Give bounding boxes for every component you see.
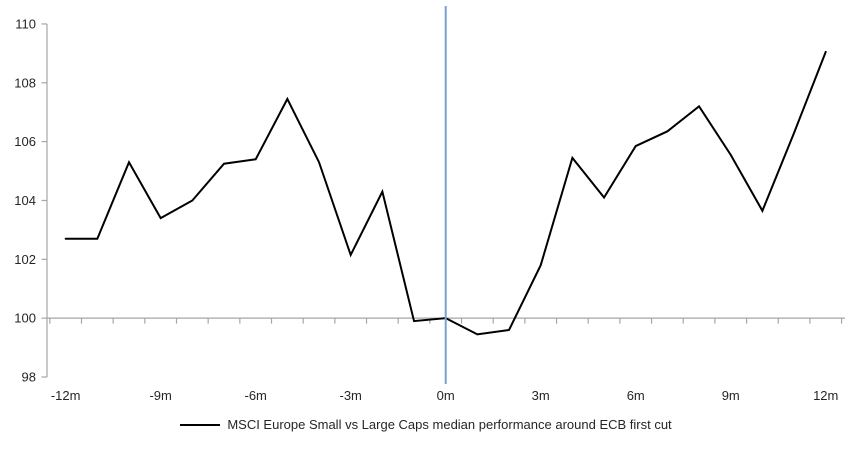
y-tick-label: 104 [14, 193, 36, 208]
chart-svg: 98 100 102 104 106 108 110 -12m -9m -6m -3m 0m 3m 6m 9… [14, 6, 845, 403]
legend-line-swatch [180, 423, 221, 426]
y-tick-label: 108 [14, 75, 36, 90]
legend-label: MSCI Europe Small vs Large Caps median p… [227, 417, 672, 432]
x-tick-label: 0m [437, 388, 455, 403]
x-tick-label: 12m [813, 388, 838, 403]
y-tick-label: 100 [14, 311, 36, 326]
x-tick-label: 9m [722, 388, 740, 403]
x-tick-label: 3m [532, 388, 550, 403]
x-tick-label: -3m [339, 388, 361, 403]
x-tick-label: -9m [149, 388, 171, 403]
x-tick-label: 6m [627, 388, 645, 403]
y-tick-label: 102 [14, 252, 36, 267]
chart-legend: MSCI Europe Small vs Large Caps median p… [0, 417, 852, 432]
y-tick-label: 110 [15, 16, 36, 31]
x-tick-label: -6m [244, 388, 266, 403]
y-tick-label: 98 [22, 370, 36, 385]
y-tick-label: 106 [14, 134, 36, 149]
x-tick-label: -12m [51, 388, 81, 403]
